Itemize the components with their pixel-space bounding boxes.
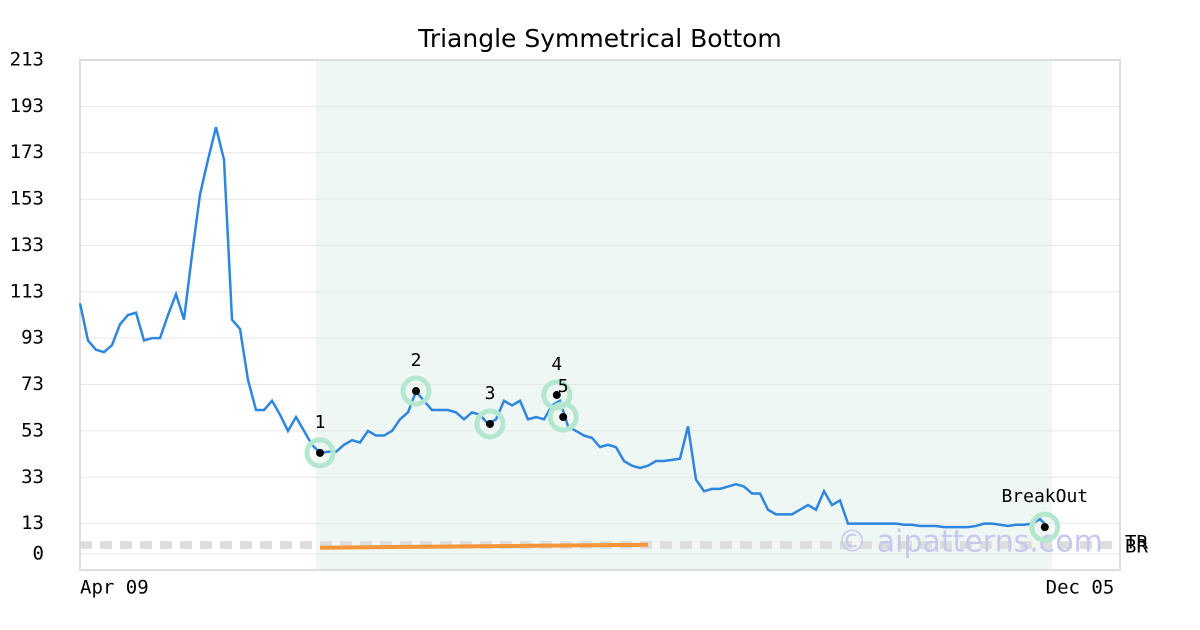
- pattern-halo: [400, 375, 432, 407]
- y-tick-label: 33: [21, 466, 44, 488]
- pattern-halo: [304, 437, 336, 469]
- pattern-label: 5: [558, 376, 569, 397]
- pattern-label: 2: [411, 350, 422, 371]
- y-tick-label: 213: [10, 49, 44, 71]
- highlight-region: [316, 60, 1052, 570]
- pattern-label: 3: [485, 383, 496, 404]
- pattern-label: BreakOut: [1001, 486, 1088, 507]
- pattern-point: [316, 448, 324, 457]
- pattern-point: [486, 419, 494, 428]
- pattern-point: [559, 413, 568, 421]
- pattern-point: [1040, 523, 1049, 532]
- pattern-point: [412, 387, 420, 396]
- y-tick-label: 93: [21, 327, 44, 349]
- pattern-halo: [474, 408, 506, 440]
- level-label: BR: [1125, 535, 1148, 557]
- y-tick-label: 193: [10, 95, 44, 117]
- y-tick-label: 133: [10, 234, 44, 256]
- chart-title: Triangle Symmetrical Bottom: [417, 24, 782, 53]
- watermark: © aipatterns.com: [837, 525, 1103, 560]
- pattern-point: [552, 390, 561, 399]
- y-tick-label: 13: [21, 512, 44, 534]
- trendline: [319, 542, 649, 550]
- pattern-halo: [547, 401, 579, 433]
- pattern-label: 1: [315, 412, 326, 433]
- y-tick-label: 0: [33, 542, 44, 564]
- x-tick-label: Apr 09: [80, 577, 149, 599]
- plot-frame: [79, 59, 1121, 571]
- level-label: TR: [1125, 532, 1148, 554]
- pattern-halo: [1029, 511, 1061, 543]
- y-tick-label: 173: [10, 141, 44, 163]
- y-tick-label: 53: [21, 419, 44, 441]
- y-tick-label: 73: [21, 373, 44, 395]
- x-tick-label: Dec 05: [1046, 577, 1115, 599]
- y-tick-label: 113: [10, 280, 44, 302]
- pattern-label: 4: [551, 354, 562, 375]
- y-tick-label: 153: [10, 188, 44, 210]
